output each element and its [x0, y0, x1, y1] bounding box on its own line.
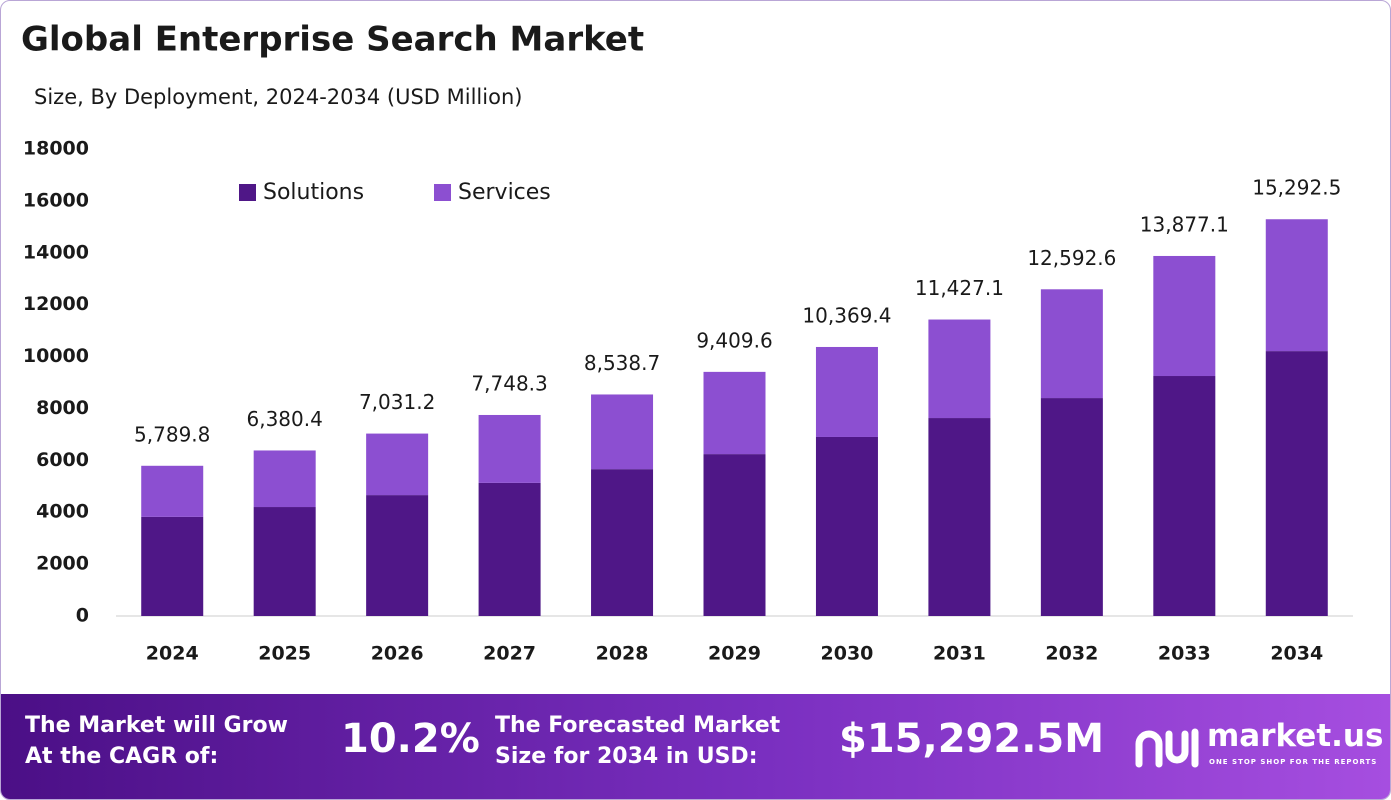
bar-segment — [253, 450, 316, 508]
x-tick-label: 2031 — [933, 643, 986, 665]
brand-icon — [1135, 728, 1199, 768]
total-label: 7,031.2 — [359, 390, 435, 414]
bar-segment — [703, 371, 766, 455]
total-label: 7,748.3 — [471, 371, 547, 395]
bar-segment — [141, 516, 204, 616]
y-tick-label: 2000 — [36, 553, 89, 575]
y-tick-label: 12000 — [23, 293, 89, 315]
cagr-text: The Market will Grow At the CAGR of: — [25, 710, 288, 772]
text-line: At the CAGR of: — [25, 744, 219, 769]
bar-segment — [366, 433, 429, 496]
forecast-text: The Forecasted Market Size for 2034 in US… — [495, 710, 780, 772]
bar-segment — [1265, 219, 1328, 352]
brand-tagline: ONE STOP SHOP FOR THE REPORTS — [1209, 758, 1378, 766]
x-tick-label: 2034 — [1270, 643, 1323, 665]
y-tick-label: 0 — [76, 605, 89, 627]
bar-segment — [1040, 398, 1103, 616]
x-tick-label: 2027 — [483, 643, 536, 665]
forecast-value: $15,292.5M — [839, 716, 1105, 762]
bar-segment — [1265, 351, 1328, 616]
x-tick-label: 2026 — [371, 643, 424, 665]
text-line: The Forecasted Market — [495, 713, 781, 738]
bar-segment — [928, 418, 991, 616]
y-tick-label: 10000 — [23, 345, 89, 367]
chart-title: Global Enterprise Search Market — [21, 20, 644, 60]
chart-subtitle: Size, By Deployment, 2024-2034 (USD Mill… — [34, 85, 522, 109]
total-label: 12,592.6 — [1027, 246, 1116, 270]
bar-segment — [928, 319, 991, 419]
total-label: 13,877.1 — [1140, 212, 1229, 236]
bar-segment — [1153, 255, 1216, 377]
total-label: 15,292.5 — [1252, 176, 1341, 200]
y-tick-label: 16000 — [23, 189, 89, 211]
legend-label: Solutions — [263, 180, 364, 205]
y-tick-label: 6000 — [36, 449, 89, 471]
bar-segment — [253, 507, 316, 616]
y-tick-label: 14000 — [23, 241, 89, 263]
total-label: 11,427.1 — [915, 276, 1004, 300]
text-line: The Market will Grow — [25, 713, 288, 738]
total-label: 5,789.8 — [134, 422, 210, 446]
legend-swatch — [239, 184, 256, 201]
bar-segment — [815, 346, 878, 437]
x-tick-label: 2033 — [1158, 643, 1211, 665]
bar-segment — [703, 454, 766, 616]
bar-segment — [366, 495, 429, 616]
x-tick-label: 2030 — [821, 643, 874, 665]
x-tick-label: 2029 — [708, 643, 761, 665]
footer-banner: The Market will Grow At the CAGR of: 10.2… — [1, 694, 1390, 799]
y-tick-label: 18000 — [23, 138, 89, 160]
bar-segment — [591, 394, 654, 470]
bar-segment — [478, 414, 541, 483]
x-tick-label: 2025 — [258, 643, 311, 665]
bar-segment — [591, 469, 654, 616]
bar-segment — [1040, 289, 1103, 399]
x-tick-label: 2028 — [596, 643, 649, 665]
total-label: 8,538.7 — [584, 351, 660, 375]
chart: Global Enterprise Search Market Size, By… — [21, 20, 1353, 665]
total-label: 6,380.4 — [247, 407, 323, 431]
bar-segment — [478, 482, 541, 616]
total-label: 10,369.4 — [802, 303, 891, 327]
x-tick-label: 2024 — [146, 643, 199, 665]
cagr-value: 10.2% — [341, 716, 480, 762]
y-tick-label: 4000 — [36, 501, 89, 523]
legend-swatch — [434, 184, 451, 201]
bar-segment — [815, 436, 878, 616]
x-tick-label: 2032 — [1045, 643, 1098, 665]
brand-name: market.us — [1207, 718, 1384, 754]
y-tick-label: 8000 — [36, 397, 89, 419]
bar-segment — [141, 465, 204, 517]
text-line: Size for 2034 in USD: — [495, 744, 758, 769]
legend-label: Services — [458, 180, 551, 205]
bar-segment — [1153, 376, 1216, 616]
total-label: 9,409.6 — [696, 328, 772, 352]
